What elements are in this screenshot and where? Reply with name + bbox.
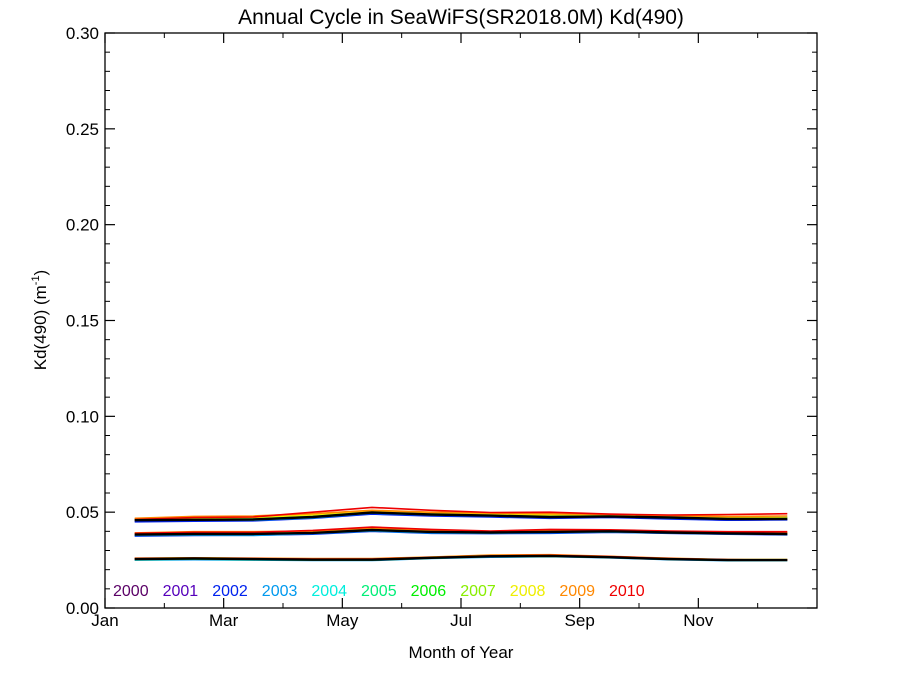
- series-line-middle-12: [134, 526, 788, 535]
- chart-title: Annual Cycle in SeaWiFS(SR2018.0M) Kd(49…: [238, 6, 684, 29]
- y-tick-label: 0.10: [66, 407, 99, 426]
- y-tick-label: 0.00: [66, 599, 99, 618]
- series-line-upper-5: [134, 509, 788, 520]
- tick-layer: 0.00 0.05 0.10 0.15 0.20 0.25 0.30 Jan Mar May Jul…: [66, 24, 817, 630]
- x-axis-title: Month of Year: [409, 643, 514, 662]
- series-layer: [134, 506, 788, 562]
- y-tick-label: 0.20: [66, 216, 99, 235]
- legend-entry-2005: 2005: [361, 583, 397, 600]
- legend-entry-2002: 2002: [212, 583, 248, 600]
- y-axis-title: Kd(490) (m-1): [30, 270, 50, 370]
- legend-entry-2008: 2008: [510, 583, 546, 600]
- x-tick-label: Jan: [91, 611, 118, 630]
- legend-entry-2003: 2003: [262, 583, 298, 600]
- series-line-upper-6: [134, 506, 788, 521]
- y-tick-label: 0.25: [66, 120, 99, 139]
- x-tick-label: Sep: [565, 611, 595, 630]
- y-tick-label: 0.05: [66, 503, 99, 522]
- y-tick-label: 0.30: [66, 24, 99, 43]
- x-tick-label: Mar: [209, 611, 239, 630]
- series-line-middle-mean: [134, 528, 788, 536]
- legend-entry-2007: 2007: [460, 583, 496, 600]
- y-axis-title-close: ): [31, 270, 50, 276]
- legend-entry-2004: 2004: [311, 583, 347, 600]
- y-axis-title-main: Kd(490) (m: [31, 285, 50, 370]
- legend-layer: 2000 2001 2002 2003 2004 2005 2006 2007 2008 2009…: [113, 583, 645, 600]
- y-axis-title-superscript: -1: [30, 275, 42, 285]
- legend-entry-2010: 2010: [609, 583, 645, 600]
- x-tick-label: Jul: [450, 611, 472, 630]
- legend-entry-2000: 2000: [113, 583, 149, 600]
- legend-entry-2001: 2001: [163, 583, 199, 600]
- legend-entry-2009: 2009: [559, 583, 595, 600]
- legend-entry-2006: 2006: [411, 583, 447, 600]
- series-line-lower-mean: [134, 554, 788, 562]
- x-tick-label: Nov: [683, 611, 714, 630]
- series-line-upper-mean: [134, 511, 788, 522]
- x-tick-label: May: [326, 611, 359, 630]
- y-tick-label: 0.15: [66, 312, 99, 331]
